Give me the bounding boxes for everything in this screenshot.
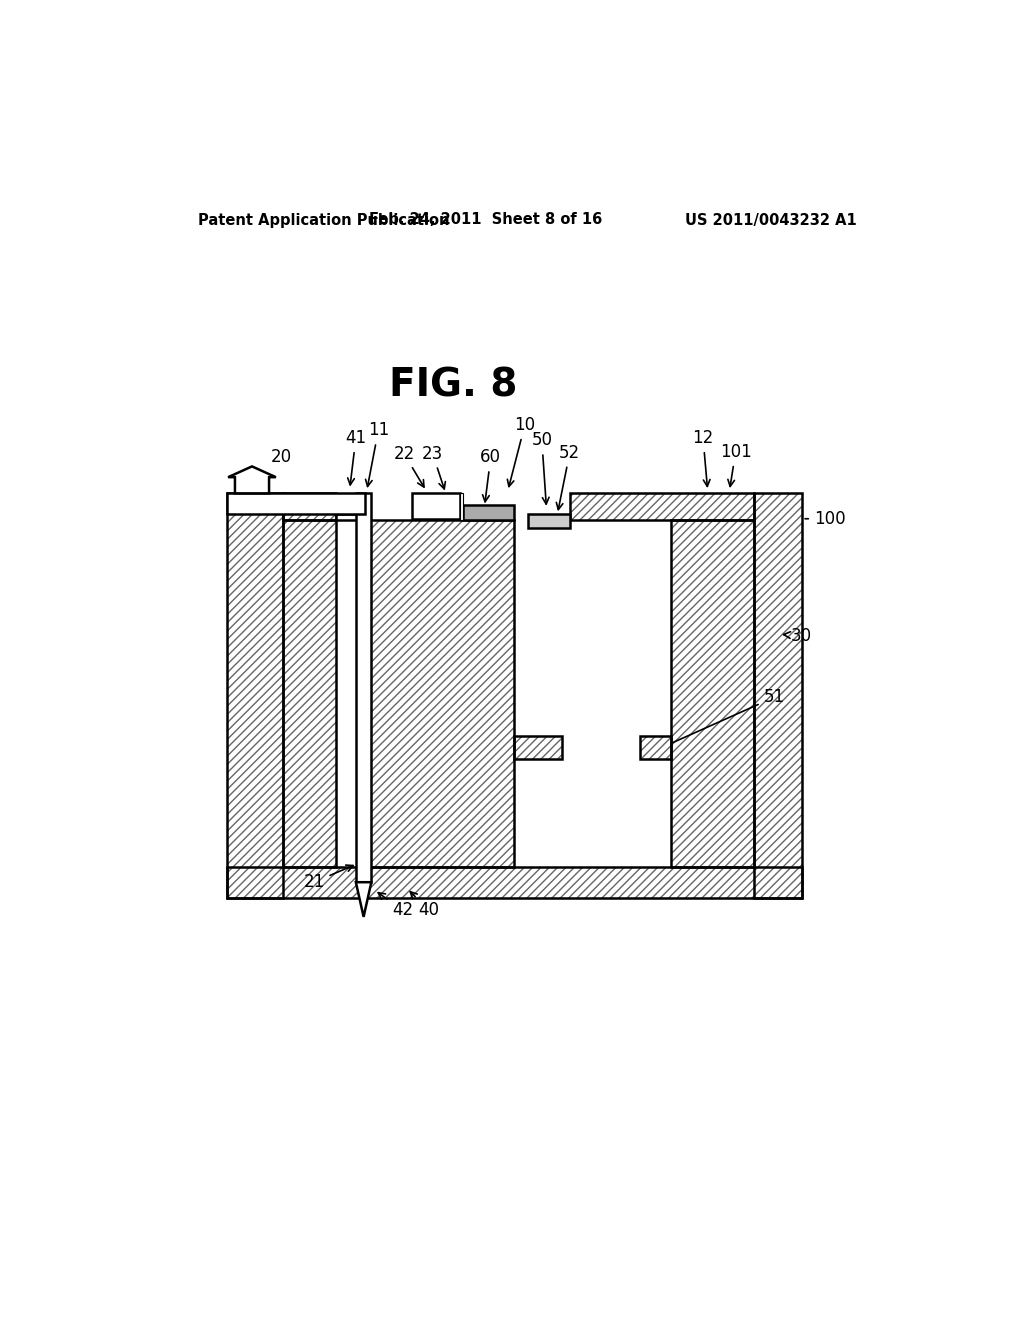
Bar bbox=[366, 520, 514, 867]
Bar bbox=[356, 494, 372, 882]
Text: 20: 20 bbox=[271, 449, 292, 466]
Text: 23: 23 bbox=[422, 445, 445, 488]
Text: 30: 30 bbox=[783, 627, 812, 644]
Text: US 2011/0043232 A1: US 2011/0043232 A1 bbox=[685, 213, 856, 227]
Polygon shape bbox=[228, 466, 275, 494]
Text: Feb. 24, 2011  Sheet 8 of 16: Feb. 24, 2011 Sheet 8 of 16 bbox=[370, 213, 603, 227]
Text: 22: 22 bbox=[393, 445, 424, 487]
Bar bbox=[227, 867, 802, 898]
Bar bbox=[283, 494, 336, 520]
Text: 21: 21 bbox=[303, 865, 353, 891]
Bar bbox=[227, 494, 283, 898]
Polygon shape bbox=[356, 882, 372, 917]
Bar bbox=[283, 520, 336, 867]
Bar bbox=[366, 520, 514, 867]
Bar bbox=[569, 494, 755, 520]
Bar bbox=[514, 737, 562, 759]
Bar bbox=[227, 494, 366, 513]
Bar bbox=[336, 515, 366, 520]
Text: 11: 11 bbox=[366, 421, 389, 487]
Bar bbox=[671, 520, 755, 867]
Bar bbox=[463, 506, 514, 520]
Bar bbox=[671, 520, 755, 867]
Bar bbox=[514, 737, 562, 759]
Text: 41: 41 bbox=[345, 429, 367, 484]
Text: 10: 10 bbox=[507, 416, 536, 487]
Bar bbox=[755, 494, 802, 898]
Bar bbox=[227, 867, 802, 898]
Bar bbox=[283, 494, 336, 520]
Text: 12: 12 bbox=[692, 429, 714, 486]
Text: 40: 40 bbox=[411, 892, 439, 920]
Bar bbox=[460, 494, 463, 520]
Text: 60: 60 bbox=[480, 449, 501, 502]
Text: 42: 42 bbox=[378, 892, 413, 920]
Text: 52: 52 bbox=[556, 444, 581, 510]
Text: 51: 51 bbox=[673, 689, 784, 742]
Bar bbox=[283, 520, 336, 867]
Text: 101: 101 bbox=[720, 444, 752, 487]
Bar bbox=[227, 494, 283, 898]
Bar bbox=[640, 737, 671, 759]
Text: Patent Application Publication: Patent Application Publication bbox=[198, 213, 450, 227]
Text: 100: 100 bbox=[805, 510, 846, 528]
Bar bbox=[640, 737, 671, 759]
Bar bbox=[569, 494, 755, 520]
Bar bbox=[755, 494, 802, 898]
Bar bbox=[412, 494, 460, 519]
Bar bbox=[528, 515, 569, 528]
Text: FIG. 8: FIG. 8 bbox=[389, 367, 518, 404]
Text: 50: 50 bbox=[531, 432, 552, 504]
